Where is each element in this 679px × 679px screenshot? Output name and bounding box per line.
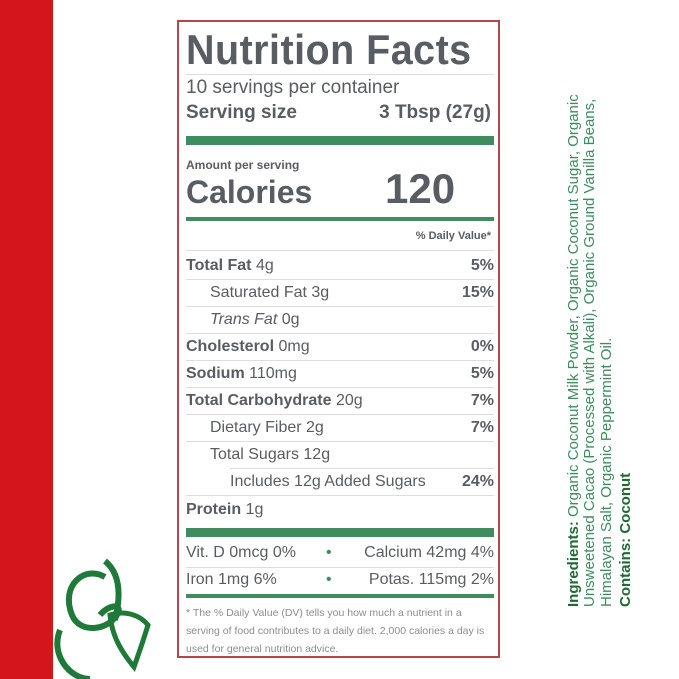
- nutrient-row-sodium: Sodium 110mg 5%: [186, 365, 494, 382]
- daily-value-footnote: * The % Daily Value (DV) tells you how m…: [186, 607, 485, 655]
- allergen-contains: Contains: Coconut: [616, 472, 634, 607]
- nutrient-row-protein: Protein 1g: [186, 501, 264, 518]
- medium-divider: [186, 594, 494, 598]
- thick-divider: [186, 528, 494, 537]
- leaf-logo-icon: [54, 558, 151, 679]
- nutrient-row-added-sugars: Includes 12g Added Sugars 24%: [230, 473, 494, 490]
- calories-label: Calories: [186, 174, 313, 210]
- vitamin-row: Iron 1mg 6% • Potas. 115mg 2%: [186, 571, 494, 588]
- nutrient-row-saturated-fat: Saturated Fat 3g 15%: [210, 284, 494, 301]
- nutrient-row-total-sugars: Total Sugars 12g: [210, 446, 331, 463]
- red-brand-strip: [0, 0, 53, 679]
- servings-per-container: 10 servings per container: [186, 77, 400, 98]
- daily-value-header: % Daily Value*: [415, 230, 491, 242]
- nutrient-row-trans-fat: Trans Fat 0g: [210, 311, 300, 328]
- serving-size-value: 3 Tbsp (27g): [379, 102, 491, 123]
- nutrition-facts-label: Nutrition Facts 10 servings per containe…: [177, 20, 500, 658]
- amount-per-serving: Amount per serving: [186, 158, 300, 172]
- calories-value: 120: [385, 165, 456, 212]
- ingredients-panel: Ingredients: Organic Coconut Milk Powder…: [565, 27, 634, 607]
- nutrient-row-dietary-fiber: Dietary Fiber 2g 7%: [210, 419, 494, 436]
- nutrient-row-cholesterol: Cholesterol 0mg 0%: [186, 338, 494, 355]
- label-title: Nutrition Facts: [186, 26, 472, 73]
- serving-size-label: Serving size: [186, 102, 297, 123]
- ingredients-heading: Ingredients:: [565, 521, 582, 607]
- medium-divider: [186, 217, 494, 221]
- nutrient-row-total-carbohydrate: Total Carbohydrate 20g 7%: [186, 392, 494, 409]
- vitamin-row: Vit. D 0mcg 0% • Calcium 42mg 4%: [186, 544, 494, 561]
- thick-divider: [186, 136, 494, 145]
- nutrient-row-total-fat: Total Fat 4g 5%: [186, 257, 494, 274]
